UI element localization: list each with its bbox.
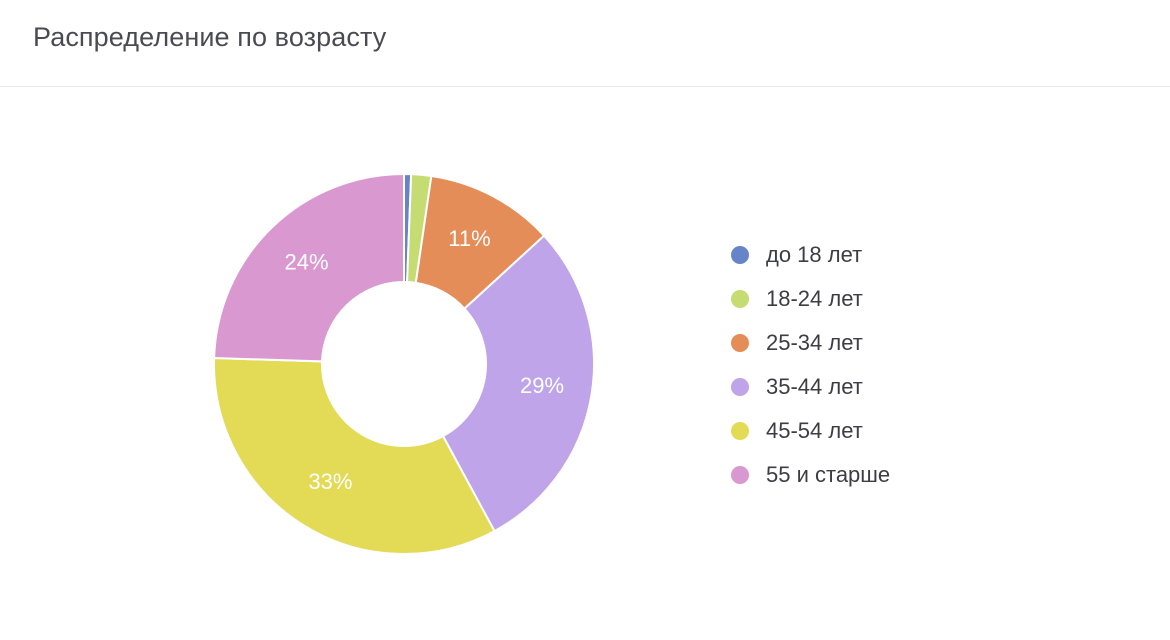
legend-color-dot: [731, 246, 749, 264]
donut-slice[interactable]: [213, 357, 496, 555]
slice-data-label: 29%: [520, 373, 564, 398]
legend-item[interactable]: 45-54 лет: [731, 409, 890, 453]
page-title: Распределение по возрасту: [33, 22, 387, 52]
legend-label: 55 и старше: [766, 462, 891, 487]
chart-legend: до 18 лет 18-24 лет 25-34 лет 35-44 лет 45-5…: [731, 233, 890, 497]
legend-label: 35-44 лет: [766, 374, 863, 399]
legend-label: 25-34 лет: [766, 330, 863, 355]
legend-item[interactable]: до 18 лет: [731, 233, 890, 277]
slice-data-label: 11%: [448, 226, 490, 251]
legend-label: до 18 лет: [766, 242, 863, 267]
legend-label: 18-24 лет: [766, 286, 863, 311]
legend-item[interactable]: 55 и старше: [731, 453, 890, 497]
card-header: Распределение по возрасту: [0, 0, 1170, 87]
slice-data-label: 24%: [285, 249, 329, 274]
legend-color-dot: [731, 466, 749, 484]
legend-item[interactable]: 25-34 лет: [731, 321, 890, 365]
legend-label: 45-54 лет: [766, 418, 863, 443]
legend-color-dot: [731, 422, 749, 440]
legend-color-dot: [731, 334, 749, 352]
legend-item[interactable]: 35-44 лет: [731, 365, 890, 409]
donut-slice[interactable]: [213, 172, 405, 363]
legend-color-dot: [731, 378, 749, 396]
donut-slice[interactable]: [441, 234, 595, 533]
legend-item[interactable]: 18-24 лет: [731, 277, 890, 321]
slice-data-label: 33%: [308, 469, 352, 494]
legend-color-dot: [731, 290, 749, 308]
